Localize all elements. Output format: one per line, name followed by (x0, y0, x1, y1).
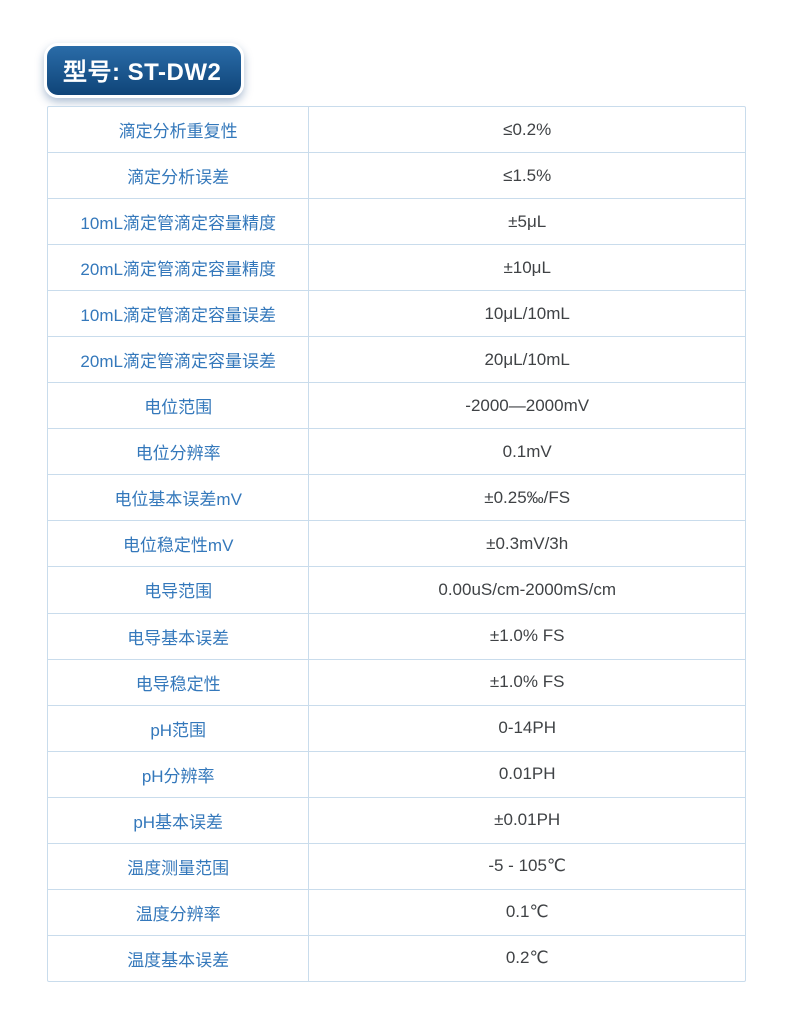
spec-parameter-value: 0.01PH (498, 764, 556, 784)
spec-table-row: 滴定分析误差 ≤1.5% (48, 152, 745, 199)
spec-parameter-value: ±1.0% FS (489, 672, 565, 692)
spec-parameter-name: 温度基本误差 (48, 935, 310, 981)
spec-parameter-name: 电导基本误差 (48, 613, 310, 659)
spec-table-row: 20mL滴定管滴定容量误差 20μL/10mL (48, 336, 745, 383)
spec-parameter-name: pH分辨率 (48, 751, 310, 797)
spec-table-row: 电位稳定性mV ±0.3mV/3h (48, 520, 745, 567)
spec-table-row: pH范围 0-14PH (48, 704, 745, 751)
spec-parameter-value: 0-14PH (498, 718, 556, 738)
spec-parameter-value: ±1.0% FS (489, 626, 565, 646)
spec-parameter-name: pH范围 (48, 705, 310, 751)
spec-table-row: 电位分辨率 0.1mV (48, 428, 745, 475)
spec-parameter-name: 电位分辨率 (48, 429, 310, 475)
spec-table-row: 10mL滴定管滴定容量精度 ±5μL (48, 198, 745, 245)
spec-parameter-value: 10μL/10mL (484, 303, 570, 323)
spec-parameter-value: 0.00uS/cm-2000mS/cm (438, 579, 616, 599)
spec-parameter-name: pH基本误差 (48, 797, 310, 843)
spec-parameter-name: 10mL滴定管滴定容量精度 (48, 199, 310, 245)
spec-parameter-value: -5 - 105℃ (488, 856, 567, 876)
spec-parameter-name: 20mL滴定管滴定容量精度 (48, 245, 310, 291)
spec-parameter-value: 0.1mV (502, 441, 552, 461)
model-badge: 型号: ST-DW2 (44, 43, 245, 98)
spec-parameter-value: ±0.3mV/3h (486, 533, 569, 553)
spec-table-row: 电位基本误差mV ±0.25‰/FS (48, 474, 745, 521)
spec-parameter-name: 10mL滴定管滴定容量误差 (48, 291, 310, 337)
spec-parameter-name: 滴定分析误差 (48, 153, 310, 199)
spec-table-row: 电导基本误差 ±1.0% FS (48, 612, 745, 659)
spec-parameter-value: ±0.01PH (494, 810, 561, 830)
spec-parameter-name: 电位基本误差mV (48, 475, 310, 521)
spec-table-row: pH基本误差 ±0.01PH (48, 796, 745, 843)
spec-table-row: 温度分辨率 0.1℃ (48, 888, 745, 935)
spec-parameter-name: 电位范围 (48, 383, 310, 429)
spec-parameter-name: 温度分辨率 (48, 889, 310, 935)
spec-table-row: 10mL滴定管滴定容量误差 10μL/10mL (48, 290, 745, 337)
spec-table-row: 滴定分析重复性 ≤0.2% (48, 107, 745, 153)
spec-table-row: 电导稳定性 ±1.0% FS (48, 658, 745, 705)
spec-parameter-value: 0.2℃ (505, 948, 549, 968)
model-badge-label: 型号: ST-DW2 (63, 59, 222, 86)
spec-table-row: 20mL滴定管滴定容量精度 ±10μL (48, 244, 745, 291)
spec-parameter-value: ≤1.5% (503, 165, 552, 185)
spec-parameter-name: 电导稳定性 (48, 659, 310, 705)
spec-parameter-value: -2000—2000mV (465, 395, 590, 415)
spec-parameter-name: 滴定分析重复性 (48, 107, 310, 153)
spec-table-row: 电位范围 -2000—2000mV (48, 382, 745, 429)
spec-table-row: pH分辨率 0.01PH (48, 750, 745, 797)
spec-parameter-value: ≤0.2% (503, 119, 552, 139)
spec-parameter-name: 温度测量范围 (48, 843, 310, 889)
spec-table-row: 温度基本误差 0.2℃ (48, 934, 745, 981)
spec-parameter-value: ±10μL (503, 257, 551, 277)
spec-parameter-value: 0.1℃ (505, 902, 549, 922)
spec-table: 滴定分析重复性 ≤0.2% 滴定分析误差 ≤1.5% 10mL滴定管滴定容量精度… (47, 106, 746, 982)
spec-table-row: 电导范围 0.00uS/cm-2000mS/cm (48, 566, 745, 613)
spec-parameter-value: ±0.25‰/FS (484, 487, 571, 507)
spec-parameter-name: 20mL滴定管滴定容量误差 (48, 337, 310, 383)
spec-parameter-name: 电导范围 (48, 567, 310, 613)
spec-parameter-value: ±5μL (508, 211, 547, 231)
spec-table-row: 温度测量范围 -5 - 105℃ (48, 842, 745, 889)
spec-parameter-value: 20μL/10mL (484, 349, 570, 369)
spec-parameter-name: 电位稳定性mV (48, 521, 310, 567)
